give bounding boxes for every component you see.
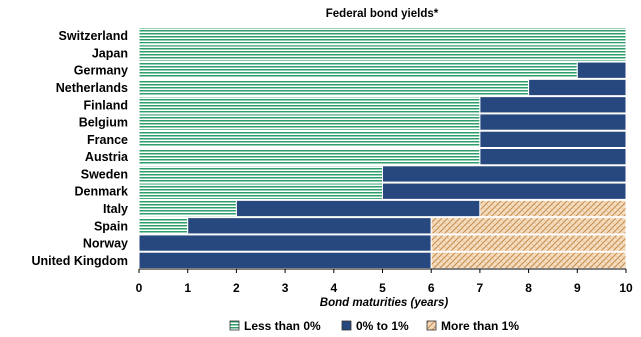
- bar-segment-3-11: [479, 199, 627, 218]
- category-label-13: Norway: [83, 237, 128, 251]
- category-label-1: Switzerland: [59, 29, 128, 43]
- bar-segment-1-8: [138, 148, 481, 166]
- bar-segment-1-6: [138, 113, 481, 131]
- x-tick-label-8: 7: [477, 281, 484, 295]
- x-tick-label-11: 10: [619, 281, 633, 295]
- x-tick-label-2: 1: [184, 281, 191, 295]
- x-tick-label-6: 5: [379, 281, 386, 295]
- legend-label-1: Less than 0%: [244, 319, 321, 333]
- bar-segment-1-9: [138, 165, 383, 183]
- category-label-4: Netherlands: [56, 81, 128, 95]
- bar-segment-3-14: [430, 251, 627, 269]
- bar-segment-2-10: [382, 182, 627, 200]
- bar-segment-1-7: [138, 130, 481, 148]
- bar-segment-2-12: [187, 217, 432, 235]
- category-label-12: Spain: [94, 219, 128, 233]
- x-axis-label: Bond maturities (years): [320, 297, 449, 309]
- category-label-10: Denmark: [75, 185, 129, 199]
- x-axis: 0 1 2 3 4 5 6 7 8 9 10: [136, 268, 633, 295]
- legend-swatch-3: [426, 320, 437, 331]
- bar-segment-2-11: [235, 199, 481, 218]
- bar-segment-3-12: [430, 217, 627, 235]
- bar-segment-1-12: [138, 217, 189, 235]
- category-labels: Switzerland Japan Germany Netherlands Finlan…: [31, 29, 129, 268]
- legend: Less than 0% 0% to 1% More than 1%: [229, 319, 519, 333]
- bar-segment-1-4: [138, 78, 530, 97]
- category-label-7: France: [87, 133, 128, 147]
- x-tick-label-5: 4: [330, 281, 337, 295]
- bar-segment-1-5: [138, 96, 481, 114]
- category-label-14: United Kingdom: [31, 254, 128, 268]
- bar-segment-2-9: [382, 165, 627, 183]
- chart-title: Federal bond yields*: [326, 8, 439, 20]
- category-label-6: Belgium: [79, 116, 128, 130]
- x-tick-label-9: 8: [525, 281, 532, 295]
- x-tick-label-4: 3: [282, 281, 289, 295]
- bar-segment-1-10: [138, 182, 383, 200]
- bar-segment-2-8: [479, 148, 627, 166]
- bar-segment-2-14: [138, 251, 432, 269]
- bar-segment-2-13: [138, 234, 432, 252]
- x-tick-label-3: 2: [233, 281, 240, 295]
- category-label-11: Italy: [103, 202, 128, 216]
- legend-swatch-2: [341, 320, 352, 331]
- bar-segment-2-4: [528, 78, 627, 97]
- bar-segment-2-7: [479, 130, 627, 148]
- bar-segment-2-3: [576, 61, 627, 79]
- x-tick-label-10: 9: [574, 281, 581, 295]
- bar-segment-1-11: [138, 199, 237, 218]
- bar-segment-1-3: [138, 61, 578, 79]
- category-label-9: Sweden: [81, 167, 128, 181]
- bar-segment-1-1: [138, 27, 627, 45]
- x-tick-label-7: 6: [428, 281, 435, 295]
- category-label-8: Austria: [85, 150, 129, 164]
- bar-segment-2-5: [479, 96, 627, 114]
- bar-segment-2-6: [479, 113, 627, 131]
- category-label-3: Germany: [74, 64, 128, 78]
- bars-group: [138, 27, 627, 269]
- legend-label-2: 0% to 1%: [356, 319, 409, 333]
- category-label-2: Japan: [92, 46, 128, 60]
- legend-swatch-1: [229, 320, 240, 331]
- category-label-5: Finland: [84, 98, 128, 112]
- bar-segment-3-13: [430, 234, 627, 252]
- bar-segment-1-2: [138, 44, 627, 62]
- x-tick-label-1: 0: [136, 281, 143, 295]
- legend-label-3: More than 1%: [441, 319, 519, 333]
